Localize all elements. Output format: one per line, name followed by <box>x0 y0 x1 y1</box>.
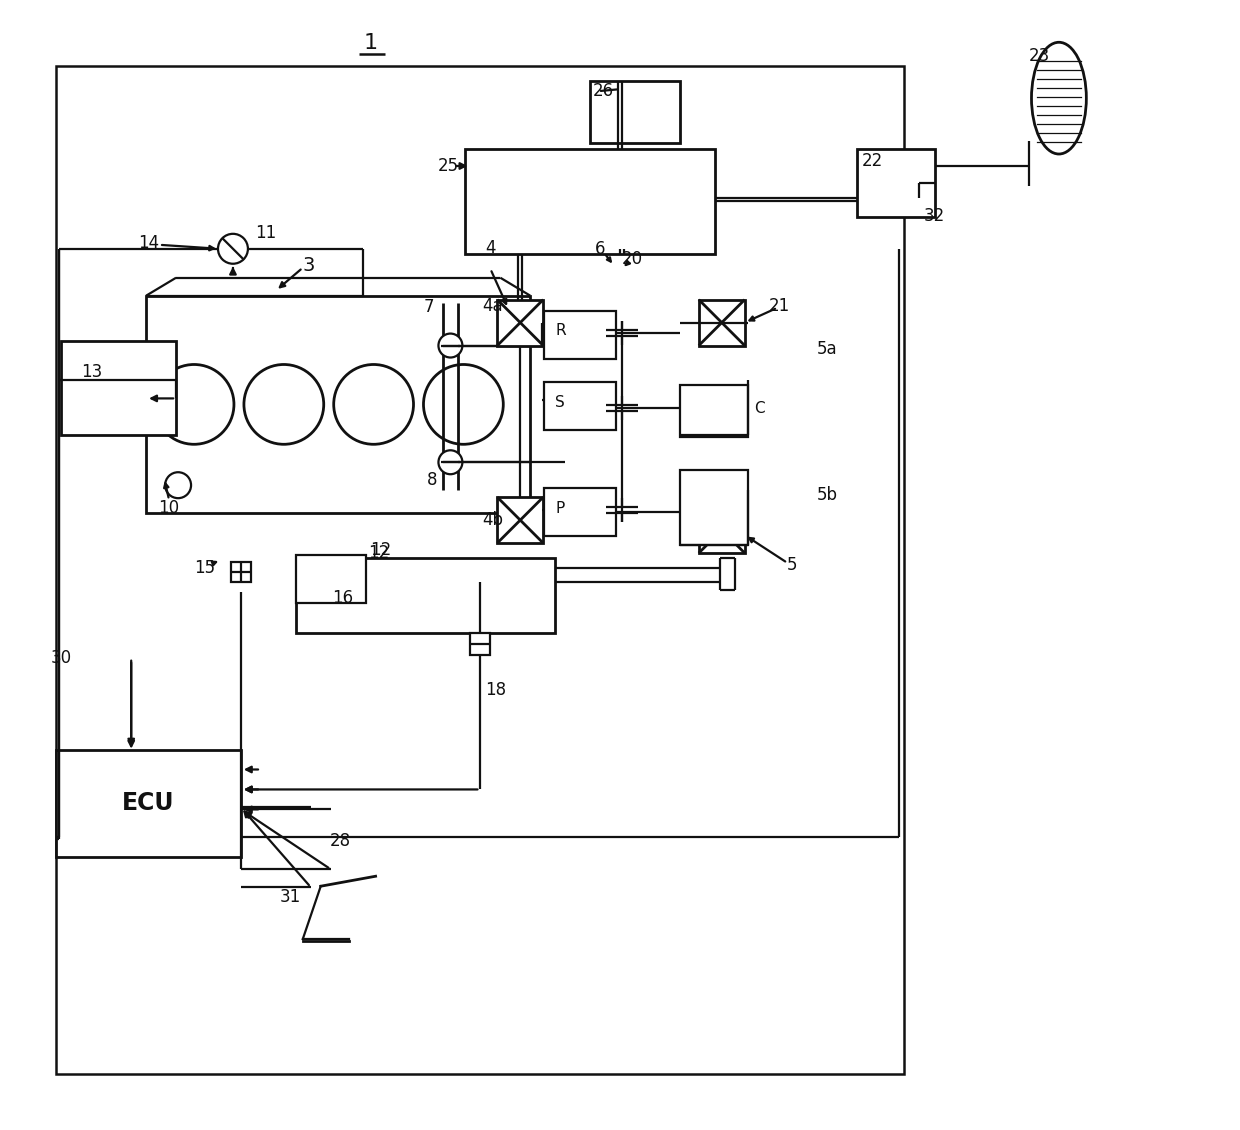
Text: 12: 12 <box>370 541 391 559</box>
Text: 15: 15 <box>195 559 216 577</box>
Text: 26: 26 <box>593 82 614 101</box>
Bar <box>56 749 241 858</box>
Bar <box>680 385 748 437</box>
Text: 13: 13 <box>81 364 102 382</box>
Text: 7: 7 <box>423 297 434 315</box>
Text: P: P <box>556 501 564 515</box>
Bar <box>231 562 250 582</box>
Bar <box>699 507 745 553</box>
Bar <box>465 149 714 254</box>
Bar <box>470 633 490 654</box>
Text: R: R <box>556 323 565 338</box>
Text: 4a: 4a <box>482 297 502 314</box>
Bar <box>544 488 616 536</box>
Bar <box>590 81 680 144</box>
Ellipse shape <box>1032 42 1086 154</box>
Text: 25: 25 <box>438 157 459 175</box>
Text: 4b: 4b <box>482 511 502 529</box>
Text: 22: 22 <box>862 153 883 170</box>
Circle shape <box>218 234 248 263</box>
Bar <box>699 299 745 346</box>
Text: 5b: 5b <box>817 486 838 504</box>
Text: S: S <box>556 394 565 410</box>
Text: 32: 32 <box>924 207 945 225</box>
Bar <box>544 311 616 358</box>
Text: 20: 20 <box>621 250 642 268</box>
Bar <box>56 67 904 1074</box>
Circle shape <box>439 333 463 357</box>
Text: 12: 12 <box>368 544 389 562</box>
Text: 31: 31 <box>280 888 301 906</box>
Text: 6: 6 <box>595 240 605 258</box>
Circle shape <box>334 365 413 444</box>
Text: 1: 1 <box>363 33 378 53</box>
Text: 18: 18 <box>485 680 506 698</box>
Text: 5: 5 <box>786 556 797 574</box>
Text: 4: 4 <box>485 238 496 257</box>
Circle shape <box>439 450 463 475</box>
Text: 16: 16 <box>332 589 353 607</box>
Text: ECU: ECU <box>122 791 175 816</box>
Bar <box>497 497 543 544</box>
Bar <box>146 296 531 513</box>
Circle shape <box>424 365 503 444</box>
Circle shape <box>244 365 324 444</box>
Bar <box>544 382 616 431</box>
Bar <box>497 299 543 346</box>
Bar <box>857 149 935 217</box>
Bar <box>296 558 556 633</box>
Text: 8: 8 <box>428 471 438 489</box>
Circle shape <box>165 472 191 498</box>
Text: 14: 14 <box>139 234 160 252</box>
Bar <box>296 555 366 603</box>
Text: 10: 10 <box>159 499 180 518</box>
Text: 5a: 5a <box>817 339 838 357</box>
Circle shape <box>154 365 234 444</box>
Text: 28: 28 <box>330 833 351 850</box>
Text: C: C <box>754 401 765 416</box>
Text: 30: 30 <box>51 649 72 667</box>
Text: 11: 11 <box>255 224 277 242</box>
Text: 3: 3 <box>303 257 315 276</box>
Text: 23: 23 <box>1028 47 1049 66</box>
Bar <box>680 470 748 545</box>
Bar <box>61 340 176 435</box>
Text: 21: 21 <box>769 297 790 314</box>
